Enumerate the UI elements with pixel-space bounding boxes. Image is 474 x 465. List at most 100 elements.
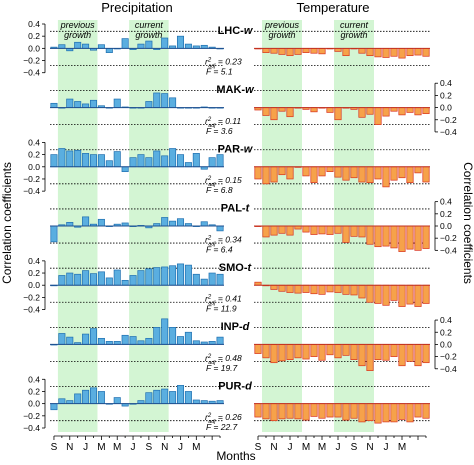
panel-name-LHC-w: LHC-w bbox=[218, 25, 254, 37]
precip-bar-INP-d-5 bbox=[89, 328, 98, 345]
temp-bar-PAR-w-19 bbox=[406, 166, 414, 183]
temp-bar-PAL-t-16 bbox=[382, 225, 390, 247]
temp-bar-SMO-t-4 bbox=[286, 284, 294, 293]
temp-bar-MAK-w-7 bbox=[310, 107, 318, 113]
temp-bar-SMO-t-12 bbox=[350, 284, 358, 296]
temp-bar-SMO-t-15 bbox=[374, 284, 382, 304]
temp-bar-INP-d-17 bbox=[390, 344, 398, 357]
temp-bar-PAR-w-13 bbox=[358, 166, 366, 183]
precip-bar-LHC-w-9 bbox=[121, 38, 129, 49]
panel-r2-SMO-t: r2 adj = 0.41 bbox=[205, 294, 242, 307]
precip-bar-MAK-w-5 bbox=[89, 99, 98, 108]
panel-f-MAK-w: F = 3.6 bbox=[206, 126, 233, 136]
temp-bar-PAL-t-15 bbox=[374, 225, 382, 248]
temp-bar-LHC-w-19 bbox=[406, 48, 414, 57]
precip-bar-SMO-t-13 bbox=[153, 267, 161, 286]
panel-f-LHC-w: F = 5.1 bbox=[206, 67, 233, 77]
x-tick-label-1-6: S bbox=[351, 442, 358, 453]
precip-bar-PUR-d-15 bbox=[169, 391, 177, 404]
precip-bar-PAR-w-12 bbox=[145, 157, 153, 168]
y-tick-label-6-4: −0.4 bbox=[23, 423, 40, 433]
temp-bar-PUR-d-2 bbox=[270, 403, 278, 422]
precip-bar-PAL-t-19 bbox=[200, 221, 208, 227]
precip-bar-PAL-t-4 bbox=[82, 216, 90, 227]
precip-bar-PAR-w-5 bbox=[89, 154, 98, 168]
temp-bar-INP-d-12 bbox=[350, 344, 358, 361]
temp-bar-PUR-d-21 bbox=[422, 403, 430, 419]
precip-bar-SMO-t-18 bbox=[192, 273, 200, 286]
temp-bar-SMO-t-2 bbox=[270, 284, 278, 290]
temp-bar-INP-d-15 bbox=[374, 344, 382, 361]
precip-bar-LHC-w-7 bbox=[105, 48, 113, 53]
temp-bar-SMO-t-17 bbox=[390, 284, 398, 301]
precip-bar-SMO-t-4 bbox=[82, 270, 90, 286]
y-tick-label-0-3: −0.2 bbox=[23, 56, 40, 66]
temp-bar-INP-d-9 bbox=[326, 344, 334, 356]
precip-bar-SMO-t-2 bbox=[66, 272, 74, 286]
temp-bar-MAK-w-2 bbox=[270, 107, 278, 121]
temp-bar-PAR-w-15 bbox=[374, 166, 382, 180]
precip-bar-PAR-w-15 bbox=[169, 148, 177, 168]
temp-bar-PUR-d-0 bbox=[254, 403, 262, 418]
temp-bar-PAR-w-4 bbox=[286, 166, 294, 180]
temp-bar-LHC-w-1 bbox=[262, 48, 270, 53]
temp-bar-SMO-t-8 bbox=[318, 284, 326, 295]
precip-bar-LHC-w-16 bbox=[176, 35, 185, 49]
temp-bar-PAL-t-7 bbox=[310, 225, 318, 235]
precip-bar-LHC-w-3 bbox=[74, 41, 82, 49]
temp-bar-LHC-w-16 bbox=[382, 48, 390, 58]
season-label-current-0-0: current bbox=[135, 20, 164, 30]
precip-bar-INP-d-2 bbox=[66, 336, 74, 345]
precip-bar-LHC-w-12 bbox=[145, 40, 153, 49]
precip-bar-PAR-w-8 bbox=[113, 151, 121, 168]
y-tick-label-1-4: −0.4 bbox=[440, 127, 457, 137]
temp-bar-PAL-t-10 bbox=[334, 225, 342, 234]
temp-bar-PUR-d-18 bbox=[398, 403, 406, 420]
temp-bar-SMO-t-19 bbox=[406, 284, 414, 305]
y-axis-label-left: Correlation coefficients bbox=[0, 162, 14, 284]
precip-bar-PUR-d-16 bbox=[176, 385, 185, 404]
temp-bar-SMO-t-20 bbox=[414, 284, 422, 307]
precip-bar-SMO-t-8 bbox=[113, 269, 121, 286]
temp-bar-MAK-w-10 bbox=[334, 107, 342, 121]
precip-bar-LHC-w-4 bbox=[82, 43, 90, 49]
precip-bar-PAL-t-0 bbox=[50, 225, 58, 243]
y-tick-label-0-4: −0.4 bbox=[23, 68, 40, 78]
precip-bar-PUR-d-8 bbox=[113, 397, 121, 404]
precip-bar-SMO-t-10 bbox=[129, 275, 137, 286]
temp-bar-INP-d-8 bbox=[318, 344, 326, 361]
season-label-previous-0-1: growth bbox=[64, 30, 91, 40]
temp-bar-PAR-w-12 bbox=[350, 166, 358, 179]
temp-bar-MAK-w-20 bbox=[414, 107, 422, 116]
precip-bar-SMO-t-21 bbox=[216, 273, 224, 286]
precip-bar-PAL-t-14 bbox=[161, 217, 169, 227]
y-tick-label-3-3: −0.2 bbox=[440, 233, 457, 243]
y-tick-label-1-1: 0.2 bbox=[440, 90, 452, 100]
temp-bar-PAR-w-8 bbox=[318, 166, 326, 177]
temp-bar-LHC-w-5 bbox=[294, 48, 302, 55]
precip-bar-MAK-w-14 bbox=[161, 93, 169, 108]
precip-bar-PUR-d-18 bbox=[192, 399, 200, 404]
temp-bar-SMO-t-11 bbox=[342, 284, 350, 295]
temp-bar-INP-d-0 bbox=[254, 344, 262, 354]
temp-bar-INP-d-5 bbox=[294, 344, 302, 359]
temp-bar-SMO-t-3 bbox=[278, 284, 286, 292]
temp-bar-PUR-d-7 bbox=[310, 403, 318, 417]
temp-bar-PAL-t-18 bbox=[398, 225, 406, 252]
panel-r2-PUR-d: r2 adj = 0.26 bbox=[205, 412, 242, 425]
temp-bar-SMO-t-10 bbox=[334, 284, 342, 293]
temp-bar-PAL-t-9 bbox=[326, 225, 334, 235]
precip-bar-PUR-d-14 bbox=[161, 388, 169, 404]
temp-bar-PAL-t-6 bbox=[302, 225, 310, 233]
precip-bar-SMO-t-7 bbox=[105, 277, 113, 286]
temp-bar-INP-d-11 bbox=[342, 344, 350, 356]
precip-bar-INP-d-18 bbox=[192, 340, 200, 345]
precip-bar-SMO-t-6 bbox=[97, 271, 105, 286]
precip-bar-SMO-t-11 bbox=[137, 270, 145, 286]
y-tick-label-5-1: 0.2 bbox=[440, 327, 452, 337]
precip-bar-PAR-w-0 bbox=[50, 154, 58, 168]
temp-bar-INP-d-16 bbox=[382, 344, 390, 361]
temp-bar-SMO-t-9 bbox=[326, 284, 334, 293]
precip-bar-PAR-w-7 bbox=[105, 160, 113, 168]
